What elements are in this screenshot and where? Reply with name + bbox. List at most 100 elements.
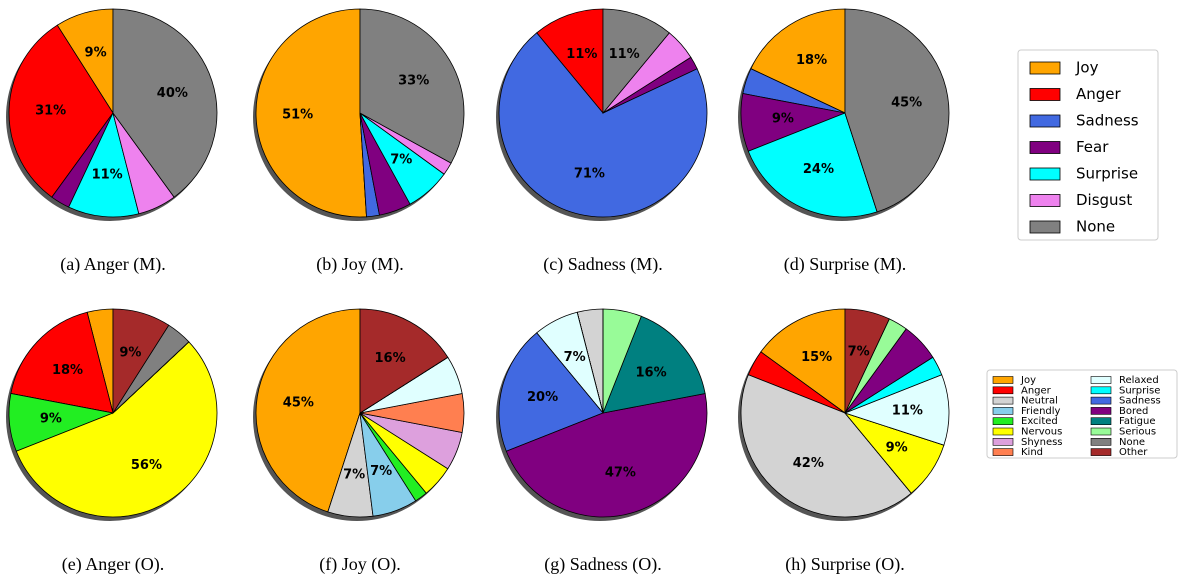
data-label: 24% <box>803 162 834 177</box>
data-label: 51% <box>282 107 313 122</box>
legend-label: None <box>1076 218 1115 236</box>
caption: (d) Surprise (M). <box>784 254 906 275</box>
legend-label: Sadness <box>1119 396 1161 407</box>
data-label: 31% <box>35 104 66 119</box>
pie-slice <box>843 374 950 446</box>
data-label: 7% <box>370 464 392 479</box>
pie-slice <box>760 308 846 414</box>
data-label: 16% <box>374 351 405 366</box>
pie-slice <box>255 308 361 513</box>
legend-swatch <box>992 376 1014 384</box>
legend-swatch <box>1029 141 1061 154</box>
legend-swatch <box>1090 386 1112 395</box>
pie-slice <box>498 332 604 452</box>
pie-slice <box>747 112 878 218</box>
data-label: 7% <box>390 152 412 167</box>
legend-swatch <box>1090 376 1112 384</box>
legend-swatch <box>992 448 1014 456</box>
pie-slice <box>844 8 950 213</box>
legend-label: Surprise <box>1076 165 1138 183</box>
caption: (e) Anger (O). <box>62 554 164 575</box>
pie-slice <box>750 8 846 114</box>
data-label: 9% <box>119 346 141 361</box>
legend-label: Sadness <box>1076 112 1139 130</box>
data-label: 45% <box>891 96 922 111</box>
pie-slice <box>740 374 912 518</box>
legend-label: Serious <box>1119 427 1156 438</box>
legend-label: Fear <box>1076 138 1109 156</box>
data-label: 20% <box>527 390 558 405</box>
legend-swatch <box>1090 396 1112 405</box>
data-label: 9% <box>886 441 908 456</box>
legend-label: Kind <box>1021 447 1043 458</box>
data-label: 11% <box>92 168 123 183</box>
pie-slice <box>536 8 604 115</box>
legend-swatch <box>992 437 1014 446</box>
legend-swatch <box>992 407 1014 415</box>
pie-slice <box>359 308 449 414</box>
legend-label: Bored <box>1119 406 1148 417</box>
legend-swatch <box>1090 448 1112 456</box>
pie-slice <box>112 308 170 415</box>
legend-swatch <box>992 396 1014 405</box>
caption: (h) Surprise (O). <box>785 554 904 575</box>
pie-slice <box>359 8 465 164</box>
data-label: 40% <box>157 86 188 101</box>
data-label: 11% <box>892 404 923 419</box>
caption: (f) Joy (O). <box>319 554 400 575</box>
data-label: 9% <box>40 411 62 426</box>
data-label: 9% <box>85 46 107 61</box>
data-label: 11% <box>609 47 640 62</box>
data-label: 7% <box>343 468 365 483</box>
pie-slice <box>844 308 890 414</box>
pie-slice <box>602 315 706 414</box>
data-label: 33% <box>398 74 429 89</box>
data-label: 71% <box>574 166 605 181</box>
legend-label: Relaxed <box>1119 375 1159 386</box>
pie-slice <box>505 393 708 518</box>
legend-label: Joy <box>1075 59 1099 77</box>
legend-swatch <box>1029 61 1061 75</box>
legend-swatch <box>1090 437 1112 446</box>
pie-slice <box>255 8 367 218</box>
legend-swatch <box>1090 427 1112 436</box>
caption: (a) Anger (M). <box>60 254 165 275</box>
pie-slice <box>10 311 114 414</box>
legend-swatch <box>1029 88 1061 101</box>
pie-slice <box>602 8 670 115</box>
caption: (g) Sadness (O). <box>544 554 661 575</box>
data-label: 15% <box>801 350 832 365</box>
legend-label: Fatigue <box>1119 416 1156 427</box>
legend-swatch <box>1029 114 1061 128</box>
pie-slice <box>8 24 114 198</box>
data-label: 9% <box>772 111 794 126</box>
data-label: 11% <box>566 47 597 62</box>
legend-label: Excited <box>1021 416 1058 427</box>
caption: (c) Sadness (M). <box>543 254 662 275</box>
pie-slice <box>68 111 140 218</box>
pie-slice <box>112 8 218 198</box>
legend-label: Anger <box>1021 385 1052 396</box>
legend-box <box>986 369 1178 459</box>
legend-swatch <box>1090 417 1112 426</box>
pie-slice <box>498 32 708 218</box>
data-label: 16% <box>636 366 667 381</box>
legend-swatch <box>992 417 1014 426</box>
data-label: 42% <box>793 456 824 471</box>
legend-swatch <box>1029 220 1061 234</box>
legend-label: Anger <box>1076 85 1122 103</box>
data-label: 7% <box>564 350 586 365</box>
data-label: 18% <box>52 363 83 378</box>
data-label: 7% <box>848 345 870 360</box>
legend-label: Disgust <box>1076 191 1132 209</box>
legend-label: Neutral <box>1021 396 1058 407</box>
data-label: 45% <box>283 396 314 411</box>
pie-slice <box>15 341 218 518</box>
legend-label: Other <box>1119 447 1148 458</box>
caption: (b) Joy (M). <box>316 254 404 275</box>
data-label: 47% <box>605 465 636 480</box>
legend-label: Joy <box>1020 375 1036 386</box>
legend-label: Nervous <box>1021 427 1062 438</box>
data-label: 56% <box>131 458 162 473</box>
